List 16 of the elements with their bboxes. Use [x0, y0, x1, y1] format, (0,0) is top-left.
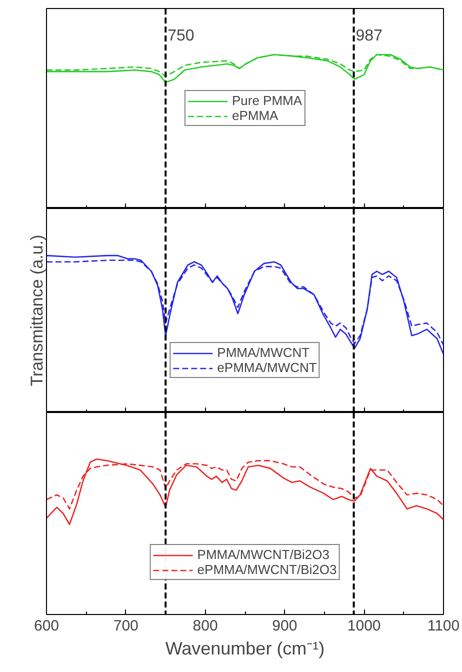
- legend-label: PMMA/MWCNT/Bi2O3: [197, 547, 330, 562]
- legend-label: ePMMA: [232, 108, 278, 123]
- x-tick-label: 1000: [347, 618, 381, 634]
- x-tick-label: 800: [192, 618, 218, 634]
- x-tick-label: 900: [272, 618, 298, 634]
- x-tick-label: 700: [113, 618, 138, 634]
- legend-label: ePMMA/MWCNT: [217, 360, 317, 375]
- ref-line-label: 987: [356, 28, 383, 44]
- x-tick-label: 1100: [427, 618, 460, 634]
- x-tick-label: 600: [34, 618, 60, 634]
- legend-label: Pure PMMA: [232, 93, 302, 108]
- ref-line-label: 750: [168, 28, 194, 44]
- x-axis-title: Wavenumber (cm⁻¹): [165, 638, 325, 658]
- legend-label: ePMMA/MWCNT/Bi2O3: [197, 562, 337, 577]
- legend-label: PMMA/MWCNT: [217, 345, 310, 360]
- y-axis-title: Transmittance (a.u.): [28, 234, 46, 386]
